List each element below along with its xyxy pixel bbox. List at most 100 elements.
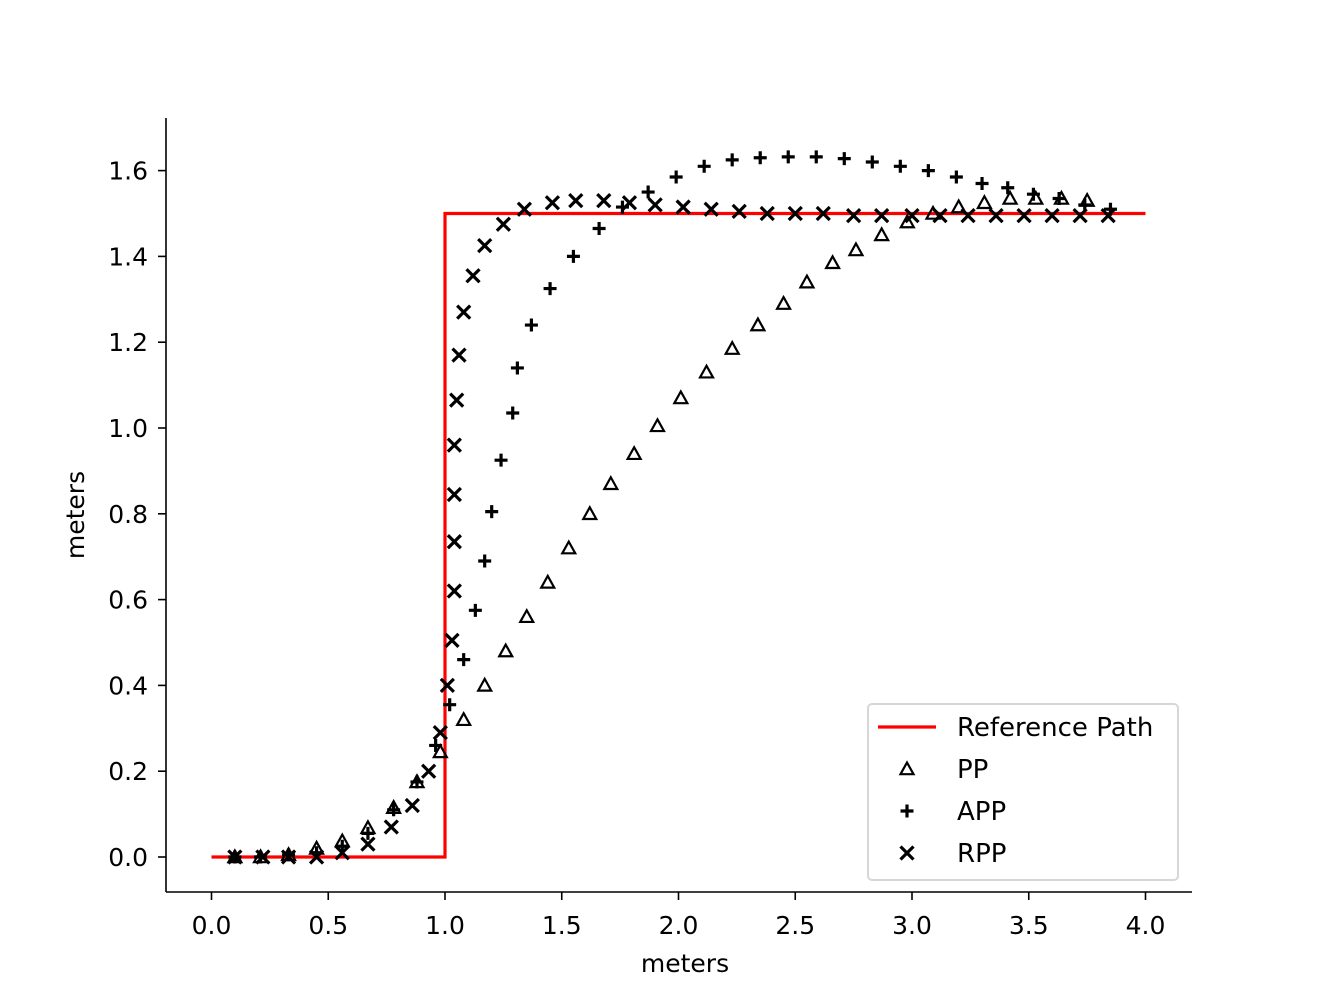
data-point-rpp — [596, 192, 612, 209]
y-tick-label: 1.4 — [108, 242, 148, 271]
data-point-rpp — [845, 208, 862, 224]
data-point-pp — [476, 676, 494, 692]
y-tick-label: 1.6 — [108, 157, 148, 186]
data-point-pp — [649, 417, 666, 433]
data-point-app — [361, 826, 375, 840]
data-point-app — [865, 155, 879, 169]
data-point-pp — [976, 194, 993, 210]
legend-label-reference-path: Reference Path — [957, 713, 1153, 743]
x-tick-label: 0.5 — [308, 911, 348, 940]
data-point-rpp — [280, 849, 297, 865]
series-layer — [211, 150, 1146, 865]
data-point-pp — [518, 607, 536, 624]
data-point-app — [429, 738, 443, 752]
data-point-app — [510, 361, 524, 375]
data-point-pp — [873, 226, 891, 242]
data-point-app — [1026, 187, 1040, 201]
data-point-pp — [824, 254, 841, 270]
x-tick-label: 2.5 — [775, 911, 815, 940]
legend-box — [867, 703, 1179, 881]
data-point-app — [478, 554, 492, 568]
data-point-app — [410, 775, 424, 789]
data-point-pp — [723, 339, 741, 355]
data-point-app — [921, 164, 935, 178]
data-point-rpp — [451, 347, 467, 363]
data-point-rpp — [1044, 208, 1060, 224]
data-point-app — [725, 153, 739, 167]
data-point-pp — [602, 475, 620, 491]
data-point-rpp — [383, 819, 399, 835]
data-point-app — [697, 159, 711, 173]
legend-label-pp: PP — [957, 755, 988, 785]
data-point-rpp — [703, 201, 719, 217]
data-point-rpp — [456, 304, 472, 320]
data-point-rpp — [815, 205, 831, 222]
data-point-rpp — [227, 849, 243, 865]
data-point-pp — [847, 241, 865, 257]
data-point-rpp — [404, 797, 420, 814]
data-point-rpp — [1100, 208, 1116, 224]
x-tick-label: 4.0 — [1126, 911, 1166, 940]
data-point-app — [592, 222, 606, 236]
data-point-app — [524, 318, 538, 332]
data-point-pp — [898, 213, 916, 229]
legend-item-rpp: RPP — [899, 839, 1006, 869]
data-point-rpp — [449, 392, 465, 408]
data-point-rpp — [544, 195, 561, 211]
data-point-rpp — [255, 849, 271, 865]
data-point-app — [669, 170, 683, 184]
data-point-app — [387, 803, 401, 817]
data-point-rpp — [874, 208, 890, 224]
data-point-pp — [749, 316, 767, 332]
data-point-pp — [560, 539, 578, 555]
data-point-rpp — [477, 238, 493, 254]
legend-label-app: APP — [957, 797, 1006, 827]
data-point-pp — [950, 198, 968, 214]
data-point-pp — [672, 389, 690, 405]
data-point-rpp — [1072, 208, 1088, 224]
data-point-app — [457, 653, 471, 667]
legend-item-app: APP — [900, 797, 1006, 827]
data-point-rpp — [308, 849, 325, 865]
y-axis-label: meters — [61, 471, 90, 559]
data-point-rpp — [1016, 208, 1032, 224]
data-point-pp — [625, 444, 643, 461]
y-tick-label: 0.8 — [108, 500, 148, 529]
data-point-rpp — [432, 724, 448, 741]
data-point-rpp — [988, 208, 1004, 224]
y-tick-label: 1.0 — [108, 414, 148, 443]
data-point-rpp — [516, 201, 533, 217]
y-tick-label: 0.2 — [108, 757, 148, 786]
data-point-app — [1001, 181, 1015, 195]
data-point-app — [1052, 191, 1066, 205]
y-tick-label: 0.4 — [108, 671, 148, 700]
y-tick-label: 0.0 — [108, 843, 148, 872]
data-point-app — [468, 603, 482, 617]
legend-swatch-pp — [898, 760, 916, 776]
x-tick-label: 1.0 — [425, 911, 465, 940]
legend-item-reference-path: Reference Path — [878, 713, 1153, 743]
x-tick-label: 3.0 — [892, 911, 932, 940]
x-axis-label: meters — [641, 949, 729, 978]
data-point-rpp — [759, 205, 775, 222]
data-point-rpp — [495, 216, 512, 232]
data-point-app — [641, 185, 655, 199]
data-point-rpp — [960, 208, 976, 224]
data-point-rpp — [675, 199, 691, 215]
data-point-rpp — [446, 583, 462, 599]
data-point-app — [781, 150, 795, 164]
data-point-rpp — [439, 677, 455, 694]
data-point-rpp — [444, 632, 460, 648]
data-point-pp — [698, 363, 715, 379]
y-tick-label: 0.6 — [108, 586, 148, 615]
axes-layer: 0.0 0.5 1.0 1.5 2.0 2.5 3.0 3.5 4.0 0.0 0.2 0.4 0.6 0… — [61, 118, 1192, 978]
data-point-app — [566, 249, 580, 263]
data-point-rpp — [334, 845, 350, 861]
data-point-pp — [775, 294, 792, 310]
x-tick-label: 0.0 — [192, 911, 232, 940]
data-point-pp — [455, 710, 473, 727]
data-point-app — [837, 152, 851, 166]
data-point-pp — [798, 273, 816, 289]
